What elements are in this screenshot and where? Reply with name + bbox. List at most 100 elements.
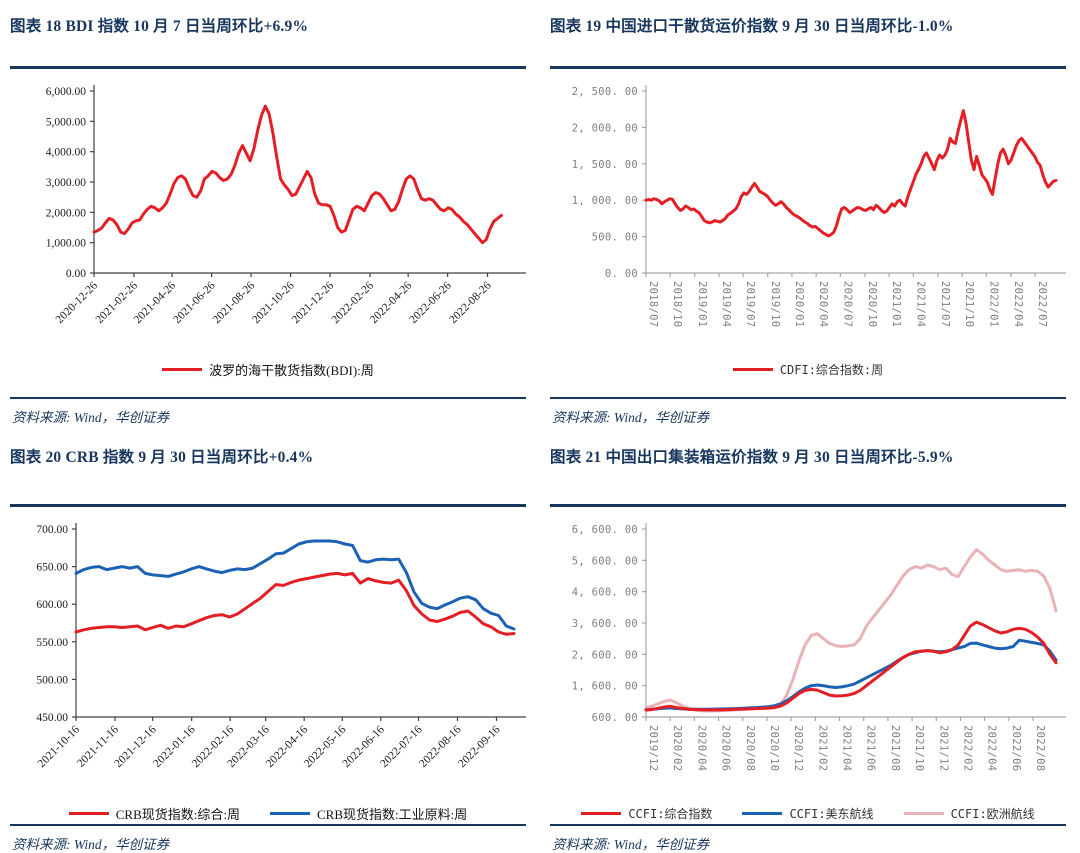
legend-label: CDFI:综合指数:周 — [779, 363, 884, 377]
y-tick-label: 4, 600. 00 — [572, 586, 638, 598]
y-tick-label: 550.00 — [36, 636, 68, 648]
x-tick-label: 2020/04 — [695, 725, 707, 771]
x-tick-label: 2018/10 — [671, 281, 683, 327]
figure-18-title: 图表 18 BDI 指数 10 月 7 日当周环比+6.9% — [10, 18, 309, 35]
legend-swatch-line — [903, 812, 944, 815]
series-line-CRB现货指数:工业原料:周 — [74, 539, 516, 630]
x-tick-label: 2022/07 — [1036, 281, 1048, 327]
x-tick-label: 2021/06 — [865, 725, 877, 771]
x-tick-label: 2020/12 — [792, 725, 804, 771]
legend-item: CCFI:美东航线 — [742, 805, 874, 822]
x-tick-label: 2019/01 — [696, 281, 708, 327]
cdfi-line-chart-svg: 2, 500. 00 2, 000. 00 1, 500. 00 1, 000. 00… — [572, 84, 1066, 327]
y-tick-label: 1,000.00 — [46, 237, 87, 249]
x-tick-label: 2022/04 — [986, 725, 998, 771]
legend-swatch-line — [270, 812, 310, 815]
crb-chart-legend: CRB现货指数:综合:周 CRB现货指数:工业原料:周 — [10, 804, 526, 824]
legend-item: CRB现货指数:综合:周 — [68, 804, 240, 823]
x-tick-label: 2020-12-26 — [54, 279, 101, 326]
x-tick-label: 2021-10-16 — [36, 723, 83, 770]
x-tick-label: 2020/07 — [841, 281, 853, 327]
x-tick-label: 2020/01 — [793, 281, 805, 327]
figure-20-title: 图表 20 CRB 指数 9 月 30 日当周环比+0.4% — [10, 449, 314, 466]
cdfi-chart-legend: CDFI:综合指数:周 — [550, 360, 1066, 380]
x-tick-label: 2020/04 — [817, 281, 829, 327]
series-line-波罗的海干散货指数(BDI):周 — [92, 104, 503, 244]
x-tick-label: 2021/04 — [841, 725, 853, 771]
x-tick-label: 2022-08-26 — [447, 279, 494, 326]
x-tick-label: 2021/02 — [816, 725, 828, 771]
y-tick-label: 700.00 — [36, 524, 68, 536]
legend-swatch-line — [581, 812, 622, 815]
y-tick-label: 2, 000. 00 — [572, 122, 638, 134]
legend-label: CRB现货指数:综合:周 — [115, 807, 240, 822]
y-tick-label: 5,000.00 — [46, 116, 87, 128]
crb-line-chart-svg: 700.00 650.00 600.00 550.00 500.00 450.002021… — [36, 522, 526, 770]
spacer — [550, 380, 1066, 397]
ccfi-line-chart-svg: 6, 600. 00 5, 600. 00 4, 600. 00 3, 600. 00… — [572, 522, 1066, 771]
legend-swatch-line — [742, 812, 783, 815]
x-tick-label: 2020/10 — [768, 725, 780, 771]
x-tick-label: 2021/08 — [889, 725, 901, 771]
x-tick-label: 2022/08 — [1034, 725, 1046, 771]
legend-label: CCFI:欧洲航线 — [950, 807, 1035, 821]
x-tick-label: 2021/07 — [939, 281, 951, 327]
figure-panel-19: 图表 19 中国进口干散货运价指数 9 月 30 日当周环比-1.0% 2, 5… — [540, 0, 1080, 426]
ccfi-chart: 6, 600. 00 5, 600. 00 4, 600. 00 3, 600. 00… — [550, 511, 1066, 804]
x-tick-label: 2020/02 — [671, 725, 683, 771]
y-tick-label: 2,000.00 — [46, 207, 87, 219]
y-tick-label: 0.00 — [66, 268, 86, 280]
y-tick-label: 500. 00 — [592, 231, 638, 243]
figure-panel-21: 图表 21 中国出口集装箱运价指数 9 月 30 日当周环比-5.9% 6, 6… — [540, 426, 1080, 853]
y-tick-label: 6, 600. 00 — [572, 524, 638, 536]
x-tick-label: 2020/10 — [866, 281, 878, 327]
figure-21-source-rule — [550, 823, 1066, 826]
x-tick-label: 2019/04 — [720, 281, 732, 327]
legend-item: CCFI:欧洲航线 — [903, 805, 1035, 822]
figure-21-source-note: 资料来源: Wind，华创证券 — [552, 837, 710, 852]
x-tick-label: 2021/04 — [914, 281, 926, 327]
figure-panel-18: 图表 18 BDI 指数 10 月 7 日当周环比+6.9% 6,000.00 5… — [0, 0, 540, 426]
legend-swatch-line — [162, 368, 203, 371]
x-tick-label: 2019/12 — [647, 725, 659, 771]
figure-18-source-note: 资料来源: Wind，华创证券 — [12, 410, 170, 425]
x-tick-label: 2022/06 — [1010, 725, 1022, 771]
x-tick-label: 2021/12 — [937, 725, 949, 771]
x-tick-label: 2019/07 — [744, 281, 756, 327]
series-line-CCFI:综合指数 — [644, 620, 1058, 712]
legend-label: CCFI:美东航线 — [789, 807, 874, 821]
y-tick-label: 2, 500. 00 — [572, 86, 638, 98]
x-tick-label: 2020/06 — [720, 725, 732, 771]
y-tick-label: 600. 00 — [592, 712, 638, 724]
legend-item: CDFI:综合指数:周 — [732, 361, 884, 378]
legend-label: CCFI:综合指数 — [628, 807, 713, 821]
x-tick-label: 2018/07 — [647, 281, 659, 327]
figure-19-source-rule — [550, 396, 1066, 399]
x-tick-label: 2021/10 — [963, 281, 975, 327]
crb-chart: 700.00 650.00 600.00 550.00 500.00 450.00 2021… — [10, 511, 526, 804]
legend-item: CRB现货指数:工业原料:周 — [270, 804, 467, 823]
figure-panel-20: 图表 20 CRB 指数 9 月 30 日当周环比+0.4% 700.00 650… — [0, 426, 540, 853]
x-tick-label: 2022/04 — [1012, 281, 1024, 327]
figure-18-title-rule — [10, 66, 526, 69]
y-tick-label: 4,000.00 — [46, 146, 87, 158]
x-tick-label: 2021-12-26 — [290, 279, 337, 326]
spacer — [10, 380, 526, 397]
x-tick-label: 2022-06-26 — [407, 279, 454, 326]
legend-label: 波罗的海干散货指数(BDI):周 — [209, 363, 374, 378]
y-tick-label: 1, 000. 00 — [572, 195, 638, 207]
legend-label: CRB现货指数:工业原料:周 — [317, 807, 468, 822]
legend-item: 波罗的海干散货指数(BDI):周 — [162, 360, 374, 379]
figure-19-title: 图表 19 中国进口干散货运价指数 9 月 30 日当周环比-1.0% — [550, 18, 954, 35]
series-line-CRB现货指数:综合:周 — [74, 571, 516, 636]
y-tick-label: 0. 00 — [605, 268, 638, 280]
legend-swatch-line — [732, 368, 773, 371]
y-tick-label: 650.00 — [36, 561, 68, 573]
bdi-line-chart-svg: 6,000.00 5,000.00 4,000.00 3,000.00 2,000.00… — [46, 84, 526, 326]
x-tick-label: 2022-09-16 — [456, 723, 503, 770]
y-tick-label: 3,000.00 — [46, 177, 87, 189]
cdfi-chart: 2, 500. 00 2, 000. 00 1, 500. 00 1, 000. 00… — [550, 73, 1066, 360]
legend-item: CCFI:综合指数 — [581, 805, 712, 822]
figure-18-source-rule — [10, 396, 526, 399]
